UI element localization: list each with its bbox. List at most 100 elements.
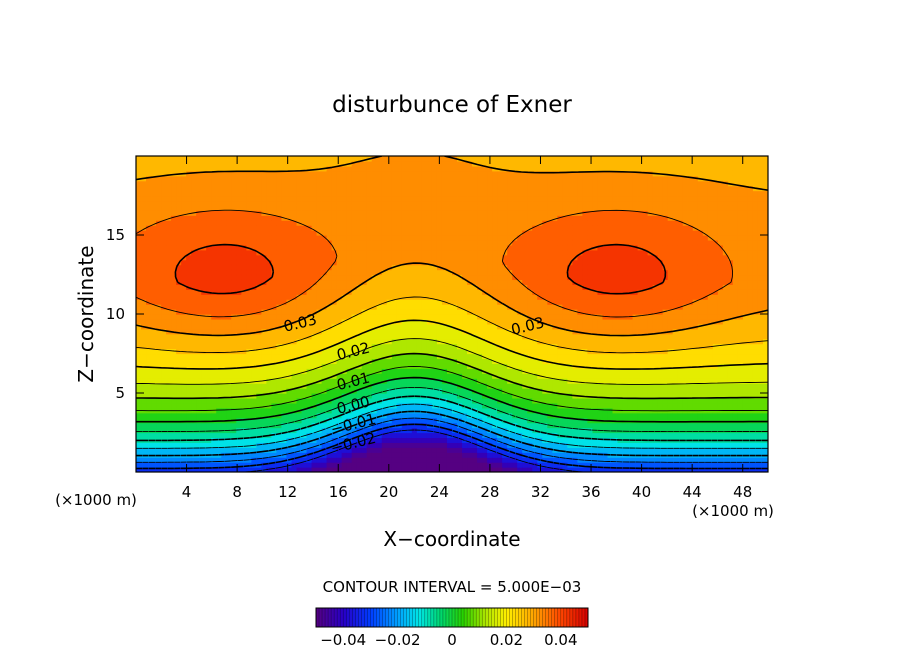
heatmap-cell — [401, 175, 408, 182]
heatmap-cell — [316, 383, 323, 389]
heatmap-cell — [341, 156, 348, 162]
heatmap-cell — [186, 393, 192, 399]
heatmap-cell — [477, 235, 483, 241]
heatmap-cell — [156, 422, 162, 429]
plot-area: 0.03 0.030.020.010.00−0.01−0.02 — [136, 156, 768, 472]
heatmap-cell — [371, 422, 378, 429]
heatmap-cell — [211, 284, 217, 290]
heatmap-cell — [376, 462, 383, 468]
heatmap-cell — [171, 259, 177, 266]
heatmap-cell — [256, 170, 262, 177]
heatmap-cell — [341, 210, 348, 216]
heatmap-cell — [291, 254, 298, 261]
heatmap-cell — [341, 348, 348, 355]
heatmap-cell — [251, 388, 257, 394]
heatmap-cell — [321, 175, 328, 182]
heatmap-cell — [487, 289, 493, 295]
heatmap-cell — [356, 279, 363, 285]
heatmap-cell — [241, 447, 247, 453]
heatmap-cell — [171, 230, 177, 236]
heatmap-cell — [477, 190, 483, 197]
heatmap-cell — [256, 165, 262, 172]
heatmap-cell — [206, 462, 212, 468]
heatmap-cell — [406, 175, 413, 182]
heatmap-cell — [507, 274, 513, 281]
heatmap-cell — [426, 259, 433, 266]
heatmap-cell — [381, 284, 388, 290]
heatmap-cell — [452, 210, 458, 216]
heatmap-cell — [441, 200, 448, 206]
heatmap-cell — [176, 343, 182, 350]
heatmap-cell — [281, 412, 288, 419]
heatmap-cell — [502, 225, 508, 231]
heatmap-cell — [386, 274, 393, 281]
heatmap-cell — [487, 205, 493, 211]
heatmap-cell — [281, 417, 288, 424]
heatmap-cell — [507, 284, 513, 290]
heatmap-cell — [371, 259, 378, 266]
heatmap-cell — [512, 467, 518, 472]
heatmap-cell — [472, 200, 478, 206]
heatmap-cell — [186, 235, 192, 241]
heatmap-cell — [366, 190, 373, 197]
heatmap-cell — [341, 269, 348, 276]
heatmap-cell — [411, 289, 418, 295]
heatmap-cell — [401, 353, 408, 360]
heatmap-cell — [206, 274, 212, 281]
heatmap-cell — [346, 402, 353, 409]
heatmap-cell — [341, 318, 348, 325]
heatmap-cell — [241, 373, 247, 379]
heatmap-cell — [331, 462, 338, 468]
heatmap-cell — [276, 318, 283, 325]
heatmap-cell — [286, 467, 293, 472]
heatmap-cell — [492, 353, 498, 360]
heatmap-cell — [507, 235, 513, 241]
heatmap-cell — [356, 225, 363, 231]
heatmap-cell — [196, 318, 202, 325]
heatmap-cell — [141, 467, 147, 472]
heatmap-cell — [311, 239, 318, 246]
heatmap-cell — [186, 383, 192, 389]
heatmap-cell — [191, 284, 197, 290]
heatmap-cell — [191, 402, 197, 409]
heatmap-cell — [286, 427, 293, 434]
heatmap-cell — [406, 422, 413, 429]
heatmap-cell — [286, 225, 293, 231]
heatmap-cell — [502, 220, 508, 226]
heatmap-cell — [231, 200, 237, 206]
heatmap-cell — [457, 220, 463, 226]
heatmap-cell — [266, 215, 273, 221]
heatmap-cell — [351, 323, 358, 330]
heatmap-cell — [361, 432, 368, 439]
heatmap-cell — [226, 185, 232, 192]
heatmap-cell — [436, 294, 443, 300]
heatmap-cell — [316, 284, 323, 290]
heatmap-cell — [266, 294, 273, 300]
heatmap-cell — [462, 318, 468, 325]
heatmap-cell — [256, 323, 262, 330]
heatmap-cell — [251, 318, 257, 325]
heatmap-cell — [211, 299, 217, 305]
heatmap-cell — [201, 180, 207, 187]
heatmap-cell — [381, 195, 388, 202]
heatmap-cell — [136, 299, 142, 305]
heatmap-cell — [472, 215, 478, 221]
heatmap-cell — [482, 215, 488, 221]
heatmap-cell — [246, 417, 252, 424]
heatmap-cell — [452, 457, 458, 463]
heatmap-cell — [251, 264, 257, 271]
heatmap-cell — [507, 230, 513, 236]
heatmap-cell — [196, 180, 202, 187]
heatmap-cell — [366, 269, 373, 276]
heatmap-cell — [306, 200, 313, 206]
heatmap-cell — [487, 239, 493, 246]
heatmap-cell — [351, 328, 358, 335]
heatmap-cell — [211, 412, 217, 419]
heatmap-cell — [326, 175, 333, 182]
heatmap-cell — [211, 402, 217, 409]
heatmap-cell — [371, 185, 378, 192]
heatmap-cell — [206, 412, 212, 419]
heatmap-cell — [311, 299, 318, 305]
heatmap-cell — [441, 452, 448, 458]
heatmap-cell — [452, 447, 458, 453]
